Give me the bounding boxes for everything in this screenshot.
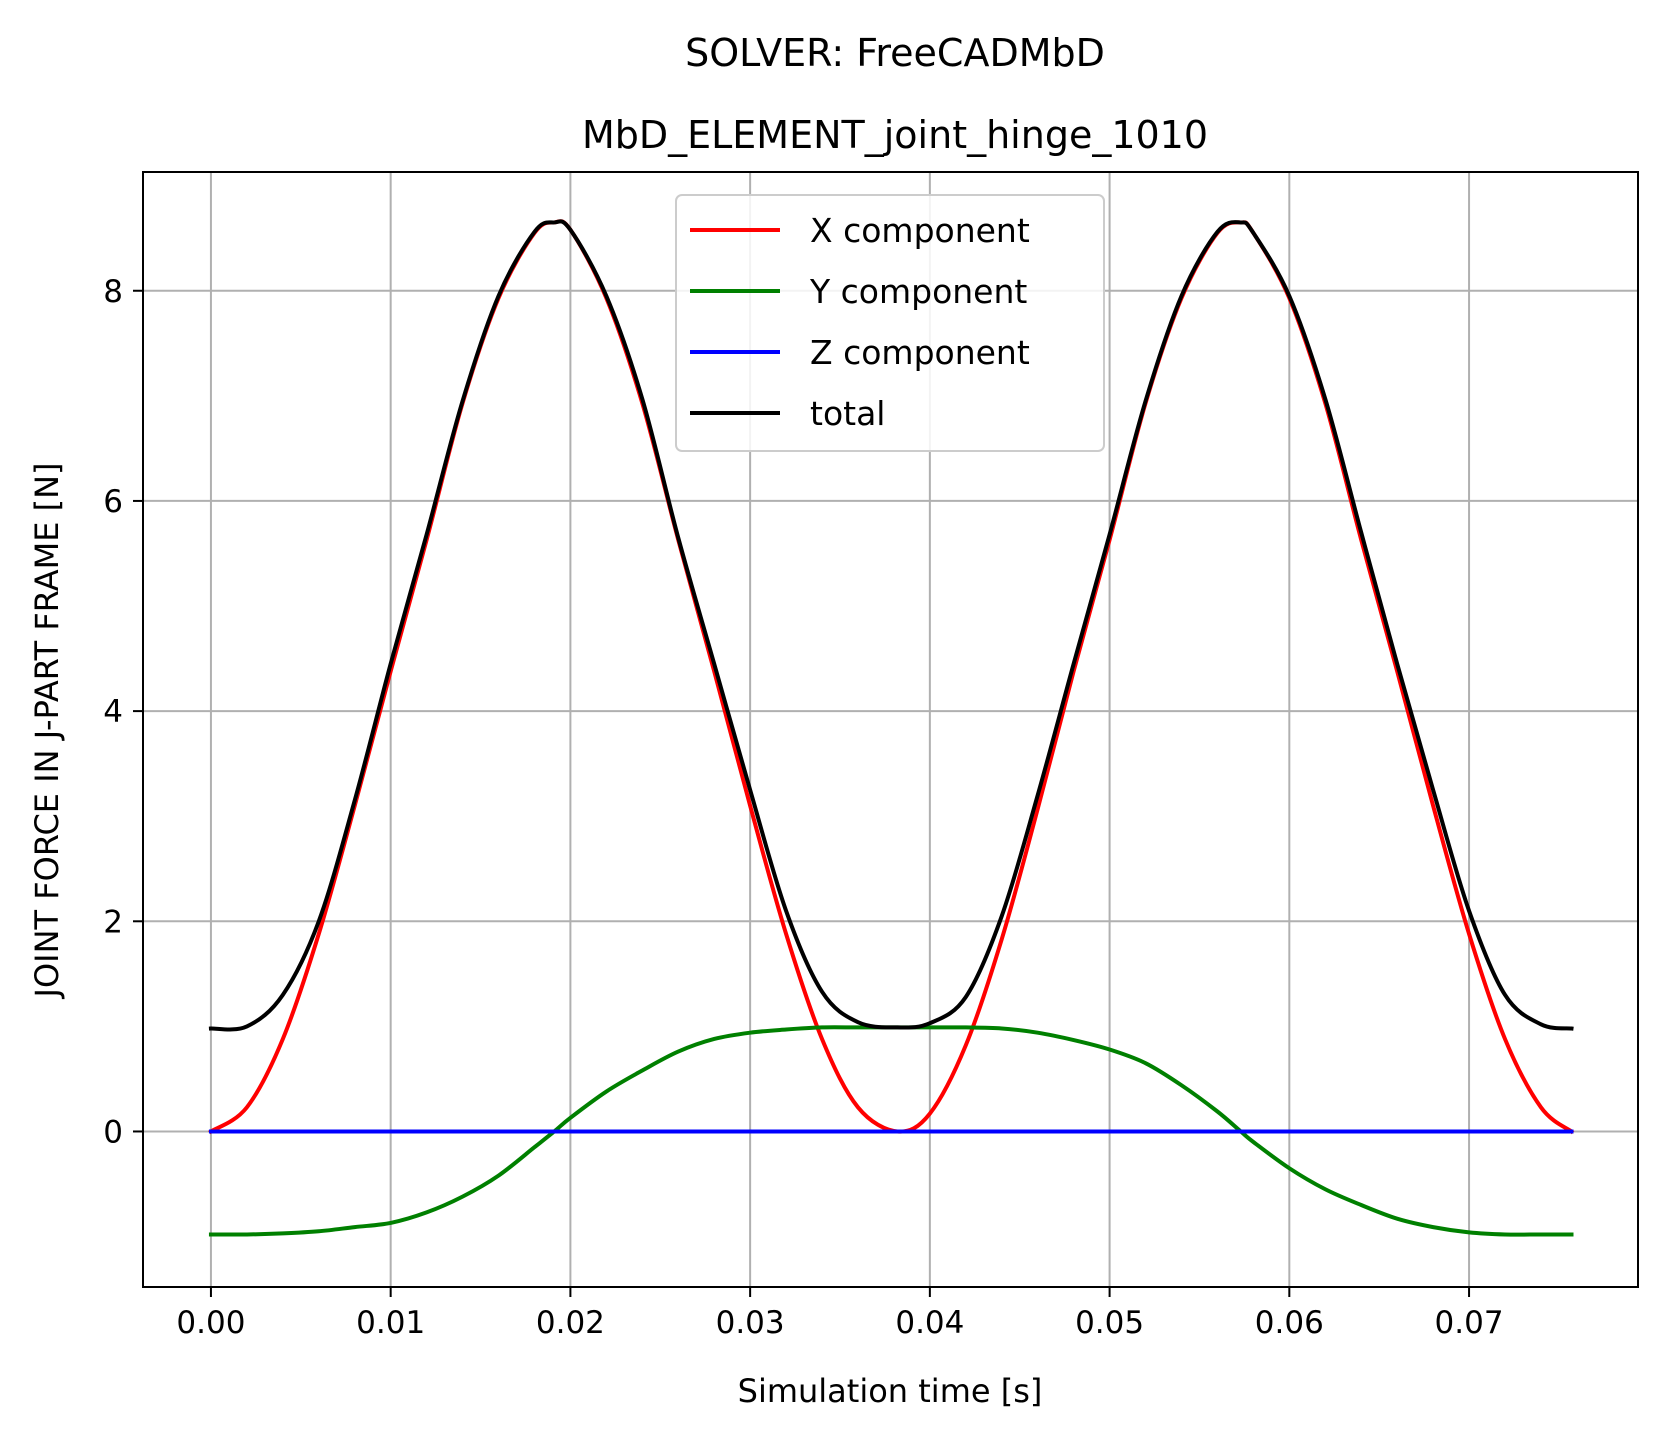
x-tick-label: 0.03 [716,1305,785,1341]
x-tick-label: 0.01 [356,1305,425,1341]
series-line-total [208,219,1574,1032]
legend-label-y-component: Y component [809,272,1027,311]
x-tick-labels: 0.00 0.01 0.02 0.03 0.04 0.05 0.06 0.07 [176,1305,1503,1341]
legend: X component Y component Z component total [675,194,1105,452]
axis-ticks [133,289,1471,1297]
y-tick-label: 8 [103,274,123,310]
legend-label-z-component: Z component [810,333,1030,372]
x-tick-label: 0.00 [176,1305,245,1341]
legend-box [675,194,1105,452]
x-tick-label: 0.06 [1255,1305,1324,1341]
x-tick-label: 0.07 [1435,1305,1504,1341]
plot-frame [142,171,1639,1288]
y-tick-label: 6 [103,484,123,520]
x-axis-label: Simulation time [s] [738,1372,1043,1410]
chart-title: MbD_ELEMENT_joint_hinge_1010 [582,113,1208,157]
y-tick-labels: 0 2 4 6 8 [103,274,123,1151]
legend-entries: X component Y component Z component total [690,211,1030,433]
chart-suptitle: SOLVER: FreeCADMbD [685,31,1105,75]
y-axis-label: JOINT FORCE IN J-PART FRAME [N] [28,463,66,1000]
x-tick-label: 0.04 [895,1305,964,1341]
y-tick-label: 4 [103,694,123,730]
plot-lines [208,219,1575,1237]
legend-label-total: total [810,394,885,433]
x-tick-label: 0.05 [1075,1305,1144,1341]
legend-label-x-component: X component [810,211,1030,250]
y-tick-label: 2 [103,904,123,940]
x-tick-label: 0.02 [536,1305,605,1341]
y-tick-label: 0 [103,1114,123,1150]
